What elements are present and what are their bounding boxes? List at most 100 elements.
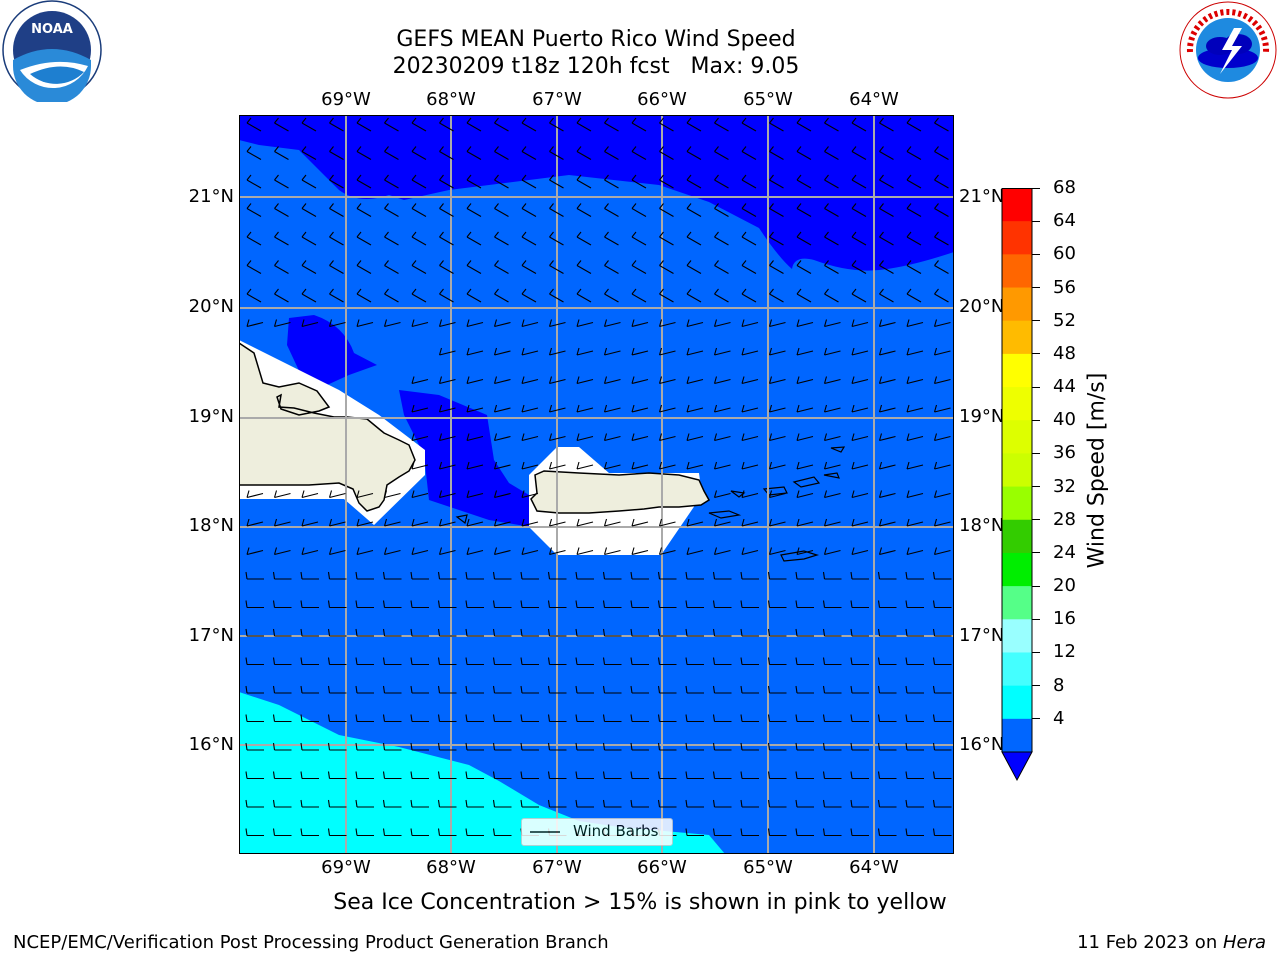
wind-barb: [384, 260, 399, 274]
wind-barb: [602, 771, 622, 780]
wind-barb: [411, 433, 429, 442]
wind-barb: [547, 628, 567, 637]
wind-barb: [521, 404, 539, 413]
wind-barb: [548, 518, 566, 527]
wind-barb: [686, 347, 704, 356]
wind-barb: [411, 518, 429, 527]
nws-logo: [1176, 0, 1280, 100]
lat-left-18n: 18°N: [188, 515, 234, 536]
colorbar-tick-label: 48: [1053, 342, 1076, 364]
wind-barb: [877, 799, 897, 808]
wind-barb: [796, 547, 814, 556]
wind-barb: [657, 714, 677, 723]
wind-barb: [301, 547, 319, 556]
wind-barb: [934, 174, 949, 189]
wind-barb: [411, 231, 427, 246]
wind-barb: [465, 799, 484, 808]
wind-barb: [879, 146, 894, 160]
lat-right-17n: 17°N: [959, 625, 1005, 646]
wind-barb: [657, 628, 677, 637]
wind-barb: [659, 260, 674, 274]
wind-barb: [822, 600, 842, 609]
wind-barb: [494, 231, 509, 246]
lat-left-19n: 19°N: [188, 406, 234, 427]
wind-barb: [712, 771, 732, 780]
culebra-island: [730, 490, 746, 498]
wind-barb: [329, 174, 344, 189]
colorbar-frame: [1001, 188, 1033, 752]
wind-barb: [245, 799, 264, 808]
wind-barb: [521, 319, 539, 328]
wind-barb: [411, 461, 429, 470]
wind-barb: [327, 714, 347, 723]
wind-barb: [438, 319, 456, 328]
wind-barb: [492, 571, 512, 580]
wind-barb: [492, 714, 512, 723]
wind-barb: [741, 347, 759, 356]
wind-barb: [851, 347, 869, 356]
wind-barb: [383, 490, 401, 499]
wind-barb: [301, 260, 317, 274]
wind-barb: [822, 628, 842, 637]
wind-barb: [547, 571, 567, 580]
colorbar-tick-label: 4: [1053, 707, 1065, 729]
wind-speed-map: [239, 115, 954, 854]
wind-band-0-4-mona: [399, 390, 531, 527]
wind-barb: [851, 547, 869, 556]
wind-barb: [630, 799, 649, 808]
colorbar-label-text: Wind Speed [m/s]: [1084, 372, 1110, 569]
wind-band-0-4-north: [239, 115, 954, 271]
wind-barb: [411, 319, 429, 328]
wind-barb: [329, 117, 344, 132]
lon-bottom-67w: 67°W: [532, 857, 582, 878]
wind-barb: [466, 260, 482, 274]
wind-barb: [659, 288, 674, 303]
wind-barb: [494, 174, 509, 189]
wind-barb: [410, 799, 429, 808]
wind-barb: [630, 657, 649, 666]
lon-bottom-65w: 65°W: [743, 857, 793, 878]
wind-barb: [686, 518, 704, 527]
wind-barb: [300, 742, 319, 751]
colorbar-extend-triangle: [1001, 751, 1033, 782]
wind-barb: [712, 685, 732, 694]
wind-band-0-4-west: [287, 315, 377, 385]
wind-barb: [521, 260, 537, 274]
wind-barb: [521, 433, 539, 442]
colorbar-tick-label: 64: [1053, 210, 1076, 232]
wind-barb: [245, 600, 264, 609]
wind-barb: [356, 260, 372, 274]
wind-barb: [300, 799, 319, 808]
colorbar-tick-mark: [1032, 220, 1040, 222]
wind-barb: [465, 771, 484, 780]
wind-barb: [769, 117, 784, 132]
wind-barb: [879, 174, 894, 189]
wind-barb: [602, 600, 622, 609]
wind-barb: [466, 433, 484, 442]
wind-barb: [658, 404, 676, 413]
wind-barb: [438, 376, 456, 385]
wind-barb: [796, 404, 814, 413]
wind-barb: [769, 260, 784, 274]
wind-barb: [439, 231, 454, 246]
wind-barb: [411, 203, 427, 217]
wind-barb: [769, 174, 784, 189]
wind-barb: [382, 628, 402, 637]
wind-barb: [549, 231, 564, 246]
wind-barb: [411, 376, 429, 385]
wind-barb: [273, 518, 291, 527]
wind-barb: [686, 404, 704, 413]
wind-barb: [658, 347, 676, 356]
wind-barb: [576, 203, 592, 217]
wind-barb: [549, 260, 564, 274]
wind-barb: [906, 518, 924, 527]
wind-barb: [521, 518, 539, 527]
wind-barb: [603, 433, 621, 442]
wind-barb: [327, 657, 347, 666]
wind-barb: [631, 518, 649, 527]
wind-barb: [602, 571, 622, 580]
wind-barb: [822, 828, 842, 837]
wind-barb: [768, 461, 786, 470]
lon-top-66w: 66°W: [637, 89, 687, 110]
wind-barb: [437, 828, 457, 837]
